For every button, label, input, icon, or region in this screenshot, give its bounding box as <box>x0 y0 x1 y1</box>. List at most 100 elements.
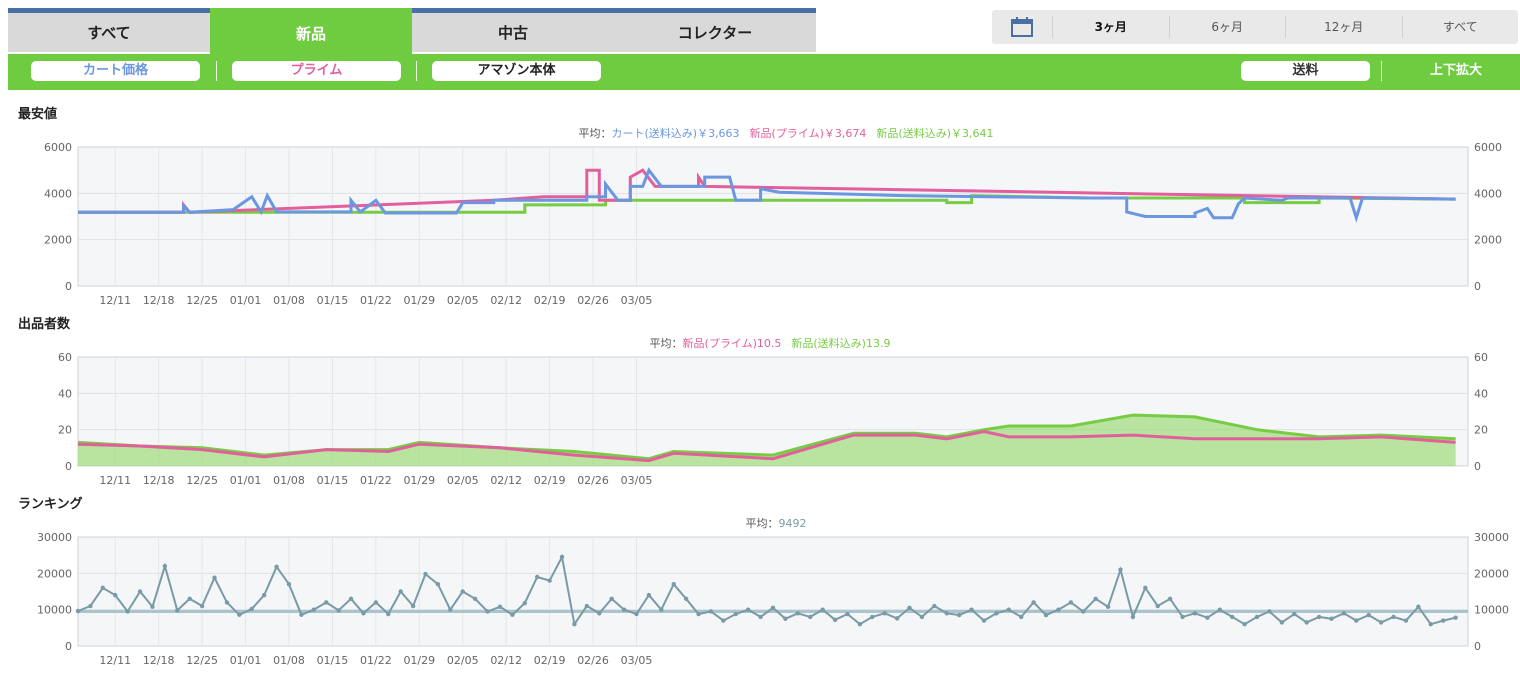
rank-point <box>1304 620 1309 625</box>
rank-point <box>708 609 714 614</box>
price-plot: 6000 6000 4000 4000 2000 2000 0 0 12/11 12/18 12/2… <box>44 141 1502 307</box>
rank-point <box>745 607 751 612</box>
x-tick-label: 12/18 <box>143 294 175 307</box>
y-tick-label-left: 6000 <box>44 141 72 154</box>
rank-point <box>845 611 850 617</box>
y-tick-label-left: 2000 <box>44 234 72 247</box>
x-tick-label: 01/29 <box>403 654 435 667</box>
x-tick-label: 01/22 <box>360 294 392 307</box>
rank-point <box>1366 612 1371 618</box>
rank-point <box>671 582 676 587</box>
vertical-zoom-button[interactable]: 上下拡大 <box>1430 63 1483 78</box>
range-12-months[interactable]: 12ヶ月 <box>1285 16 1402 38</box>
rank-point <box>1105 604 1111 609</box>
calendar-icon[interactable] <box>992 17 1052 37</box>
x-tick-label: 01/29 <box>403 294 435 307</box>
rank-point <box>721 618 726 623</box>
cart-price-toggle[interactable]: カート価格 <box>31 61 200 81</box>
range-6-months[interactable]: 6ヶ月 <box>1168 16 1286 38</box>
y-tick-label-right: 4000 <box>1474 187 1502 200</box>
rank-point <box>882 611 887 616</box>
rank-point <box>1428 622 1433 627</box>
rank-point <box>1056 607 1061 612</box>
x-tick-label: 02/19 <box>534 474 566 487</box>
rank-point <box>820 607 825 612</box>
avg-new-offers: 新品(送料込み)13.9 <box>791 336 890 350</box>
rank-point <box>1254 614 1260 620</box>
x-tick-label: 01/29 <box>403 474 435 487</box>
rank-point <box>696 611 701 617</box>
tab-used[interactable]: 中古 <box>412 8 614 52</box>
rank-point <box>1118 567 1123 572</box>
rank-point <box>969 607 974 612</box>
x-tick-label: 01/15 <box>317 654 349 667</box>
x-tick-label: 02/19 <box>534 294 566 307</box>
rank-point <box>956 612 962 618</box>
rank-point <box>894 616 900 621</box>
x-tick-label: 03/05 <box>621 654 653 667</box>
rank-point <box>224 600 230 605</box>
rank-point <box>1354 618 1359 623</box>
x-tick-label: 02/12 <box>490 294 522 307</box>
rank-point <box>1440 618 1446 623</box>
range-3-months[interactable]: 3ヶ月 <box>1052 16 1169 38</box>
rank-point <box>175 608 180 613</box>
tab-collector[interactable]: コレクター <box>614 8 816 52</box>
divider <box>216 61 217 81</box>
rank-point <box>1043 612 1049 618</box>
rank-point <box>1267 609 1272 614</box>
rank-plot: 30000 30000 20000 20000 10000 10000 0 0 12/11 12/… <box>37 531 1509 667</box>
rank-point <box>373 600 379 605</box>
x-tick-label: 01/22 <box>360 654 392 667</box>
rank-point <box>857 622 863 627</box>
tab-all[interactable]: すべて <box>8 8 210 52</box>
x-tick-label: 12/25 <box>186 474 218 487</box>
rank-point <box>361 611 366 616</box>
rank-point <box>1229 614 1235 620</box>
rank-point <box>100 585 106 591</box>
divider <box>416 61 417 81</box>
rank-point <box>460 589 465 594</box>
rank-point <box>137 589 143 594</box>
rank-point <box>299 612 304 617</box>
rank-point <box>559 554 565 560</box>
y-tick-label-left: 0 <box>65 460 72 473</box>
y-tick-label-left: 20000 <box>37 567 72 580</box>
x-tick-label: 01/15 <box>317 294 349 307</box>
filter-bar: カート価格 プライム アマゾン本体 送料 上下拡大 <box>8 54 1520 90</box>
avg-cart: カート(送料込み)￥3,663 <box>611 126 739 140</box>
y-tick-label-right: 6000 <box>1474 141 1502 154</box>
x-tick-label: 01/22 <box>360 474 392 487</box>
x-tick-label: 12/18 <box>143 654 175 667</box>
offers-average-legend: 平均：新品(プライム)10.5 新品(送料込み)13.9 <box>650 336 891 350</box>
avg-prefix: 平均： <box>650 337 683 350</box>
x-tick-label: 02/12 <box>490 474 522 487</box>
shipping-toggle[interactable]: 送料 <box>1241 61 1370 81</box>
range-all[interactable]: すべて <box>1401 16 1519 38</box>
x-tick-label: 02/26 <box>577 654 609 667</box>
amazon-toggle[interactable]: アマゾン本体 <box>432 61 601 81</box>
tab-new[interactable]: 新品 <box>210 8 412 54</box>
rank-point <box>994 611 999 616</box>
avg-prefix: 平均： <box>746 517 779 530</box>
rank-point <box>609 596 614 601</box>
rank-point <box>683 596 689 601</box>
y-tick-label-right: 20 <box>1474 424 1488 437</box>
rank-point <box>1292 611 1297 617</box>
rank-point <box>919 614 925 620</box>
plot-background <box>77 536 1469 647</box>
x-tick-label: 12/11 <box>99 294 131 307</box>
rank-point <box>410 603 416 609</box>
rank-point <box>261 592 267 598</box>
rank-point <box>634 611 639 617</box>
y-tick-label-right: 40 <box>1474 387 1488 400</box>
rank-point <box>237 612 242 617</box>
avg-new: 新品(送料込み)￥3,641 <box>876 126 993 140</box>
rank-point <box>808 614 813 620</box>
rank-point <box>88 603 93 609</box>
prime-toggle[interactable]: プライム <box>232 61 401 81</box>
range-selector: 3ヶ月 6ヶ月 12ヶ月 すべて <box>992 10 1518 44</box>
avg-prime-offers: 新品(プライム)10.5 <box>683 336 782 350</box>
y-tick-label-left: 20 <box>58 424 72 437</box>
y-tick-label-left: 0 <box>65 640 72 653</box>
